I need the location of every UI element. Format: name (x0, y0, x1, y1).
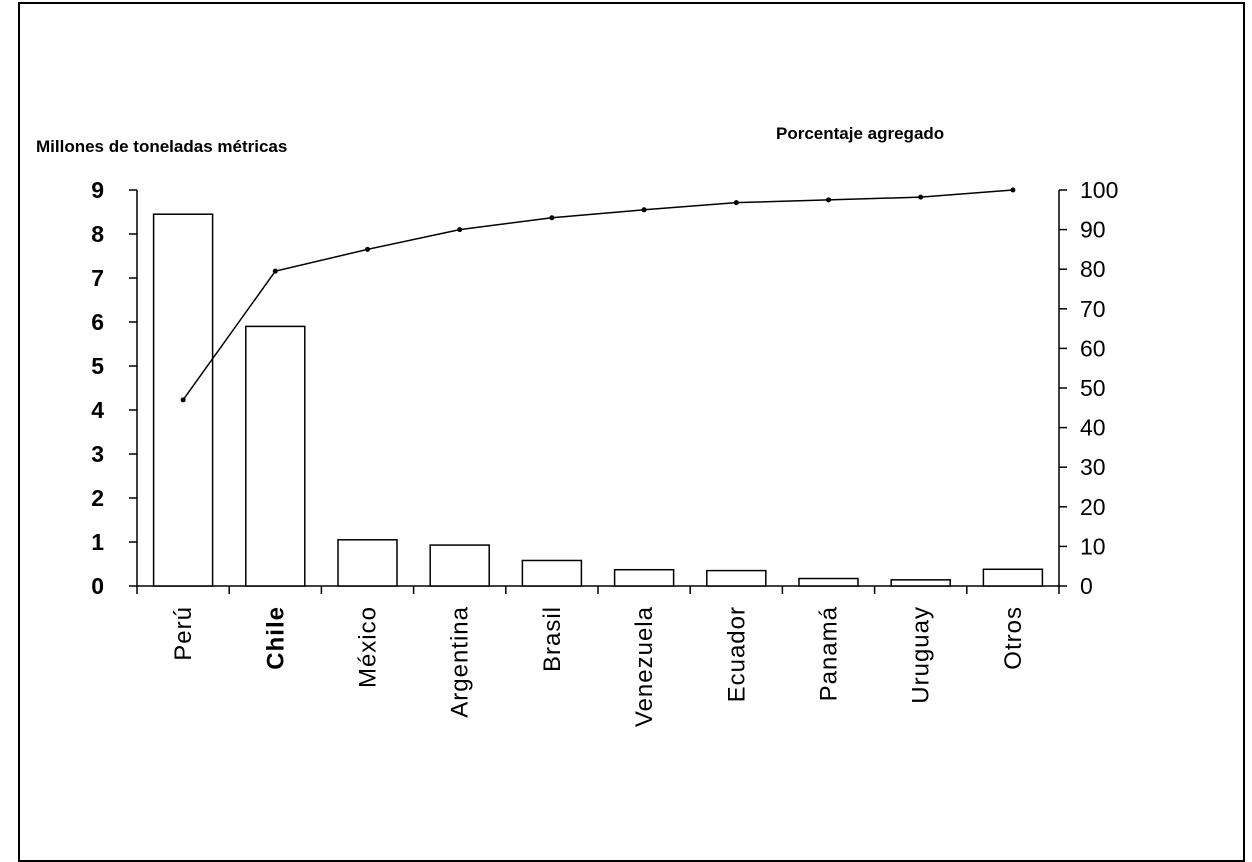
y-axis-title-left: Millones de toneladas métricas (36, 137, 287, 156)
bar-méxico (337, 539, 398, 587)
y-tick-label-right: 10 (1080, 533, 1106, 559)
cumulative-point (641, 207, 647, 213)
cumulative-point (272, 268, 278, 274)
bar-chile (245, 325, 306, 587)
bar-otros (982, 568, 1044, 587)
x-category-label: Uruguay (908, 606, 935, 704)
y-tick-label-right: 70 (1080, 296, 1106, 322)
y-tick-label-right: 90 (1080, 217, 1106, 243)
bar-panamá (798, 577, 859, 587)
x-category-label: Chile (262, 606, 289, 670)
cumulative-point (733, 200, 739, 206)
y-tick-label-right: 30 (1080, 454, 1106, 480)
y-tick-label-left: 8 (91, 221, 104, 247)
cumulative-point (180, 397, 186, 403)
cumulative-point (918, 194, 924, 200)
x-category-label: Brasil (539, 606, 566, 672)
y-tick-label-left: 1 (91, 529, 104, 555)
y-tick-label-left: 3 (91, 441, 104, 467)
x-category-label: Otros (1000, 606, 1027, 670)
y-tick-label-left: 0 (91, 573, 104, 599)
cumulative-point (549, 215, 555, 221)
x-category-label: Panamá (816, 606, 843, 701)
y-tick-label-left: 7 (91, 265, 104, 291)
cumulative-line-series (180, 187, 1016, 403)
x-category-label: Perú (170, 606, 197, 661)
bar-ecuador (706, 569, 767, 587)
y-axis-title-right: Porcentaje agregado (776, 124, 944, 143)
y-tick-label-right: 100 (1080, 177, 1118, 203)
x-category-label: Argentina (447, 606, 474, 718)
y-ticks-left: 0 1 2 3 4 5 6 7 8 9 (91, 177, 137, 599)
bar-venezuela (613, 568, 675, 587)
y-tick-label-right: 40 (1080, 415, 1106, 441)
y-tick-label-left: 5 (91, 353, 104, 379)
y-tick-label-left: 4 (91, 397, 104, 423)
bar-series (152, 213, 1044, 587)
chart-frame (18, 2, 1245, 862)
y-tick-label-left: 6 (91, 309, 104, 335)
cumulative-point (1010, 187, 1016, 193)
bar-uruguay (890, 579, 951, 587)
y-tick-label-left: 2 (91, 485, 104, 511)
cumulative-point (826, 197, 831, 203)
y-tick-label-right: 20 (1080, 494, 1106, 520)
x-category-label: México (355, 606, 382, 688)
cumulative-point (457, 227, 463, 233)
y-tick-label-right: 50 (1080, 375, 1106, 401)
y-tick-label-right: 60 (1080, 335, 1106, 361)
cumulative-point (365, 246, 370, 252)
x-category-label: Ecuador (723, 606, 750, 702)
y-tick-label-left: 9 (91, 177, 104, 203)
cumulative-line (182, 189, 1013, 401)
y-tick-label-right: 0 (1080, 573, 1093, 599)
bar-argentina (429, 544, 490, 587)
y-ticks-right: 0 10 20 30 40 50 60 70 80 90 100 (1059, 177, 1118, 599)
y-tick-label-right: 80 (1080, 256, 1106, 282)
x-category-label: Venezuela (631, 606, 658, 727)
bar-brasil (521, 559, 583, 587)
x-category-labels: Perú Chile México Argentina Brasil Venezuela E… (170, 606, 1027, 727)
